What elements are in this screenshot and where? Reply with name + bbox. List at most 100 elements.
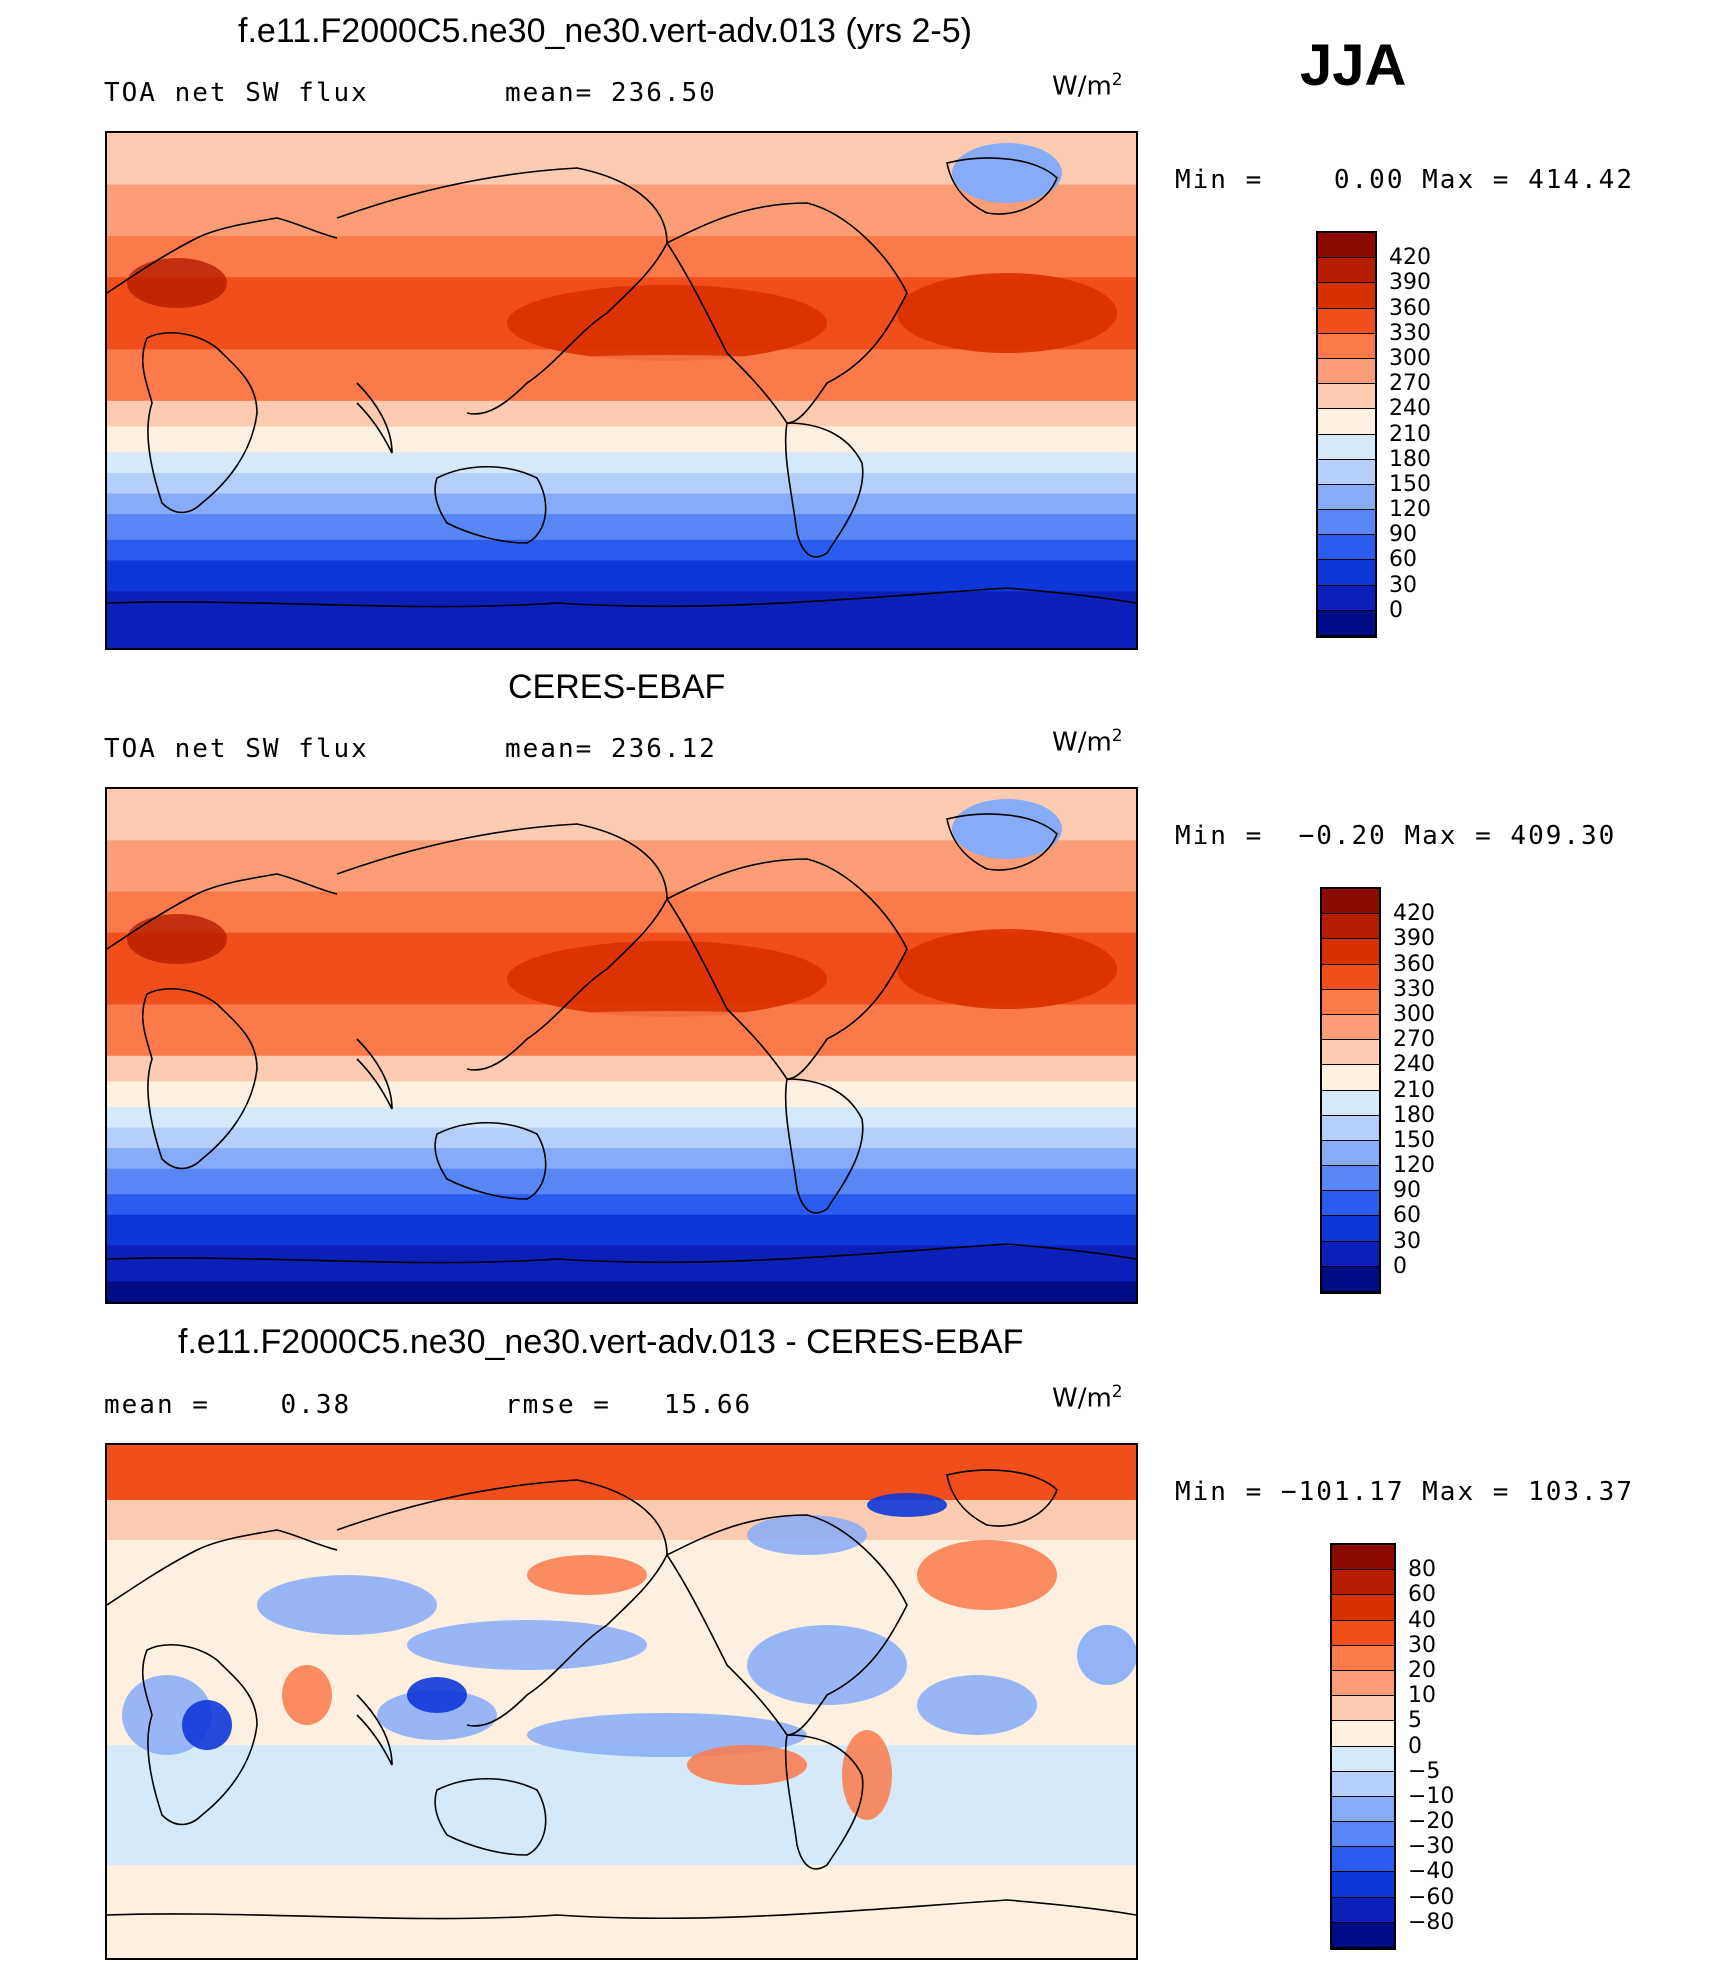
- coastline: [107, 1243, 1136, 1264]
- colorbar-swatch: [1332, 1872, 1394, 1898]
- coastline: [356, 1694, 393, 1766]
- colorbar-tick-label: 60: [1408, 1582, 1436, 1608]
- map-plot: [105, 131, 1138, 650]
- mean-label: mean= 236.50: [505, 78, 717, 108]
- colorbar-swatch: [1332, 1847, 1394, 1873]
- field-band: [107, 1194, 1136, 1216]
- coastline: [784, 1078, 864, 1214]
- colorbar-tick-label: 420: [1393, 901, 1435, 927]
- coastline: [434, 1778, 547, 1856]
- colorbar-swatch: [1332, 1670, 1394, 1697]
- colorbar-swatch: [1332, 1822, 1394, 1848]
- field-blob: [467, 355, 867, 391]
- field-blob: [747, 1625, 907, 1705]
- field-band: [107, 452, 1136, 474]
- colorbar-swatch: [1322, 964, 1379, 990]
- coastline: [434, 466, 547, 544]
- colorbar-swatch: [1332, 1595, 1394, 1621]
- field-band: [107, 472, 1136, 495]
- coastline: [946, 1469, 1058, 1527]
- coastline: [107, 1899, 1136, 1920]
- colorbar-swatch: [1322, 1115, 1379, 1141]
- colorbar-tick-label: 390: [1393, 926, 1435, 952]
- coastline: [141, 1644, 258, 1826]
- colorbar-swatch: [1332, 1570, 1394, 1596]
- field-band: [107, 236, 1136, 279]
- colorbar-swatch: [1322, 1140, 1379, 1167]
- colorbar-swatch: [1318, 333, 1375, 359]
- field-band: [107, 1168, 1136, 1196]
- map-svg: [107, 789, 1136, 1302]
- coastline: [946, 813, 1058, 871]
- field-blob: [1077, 1625, 1136, 1685]
- colorbar-swatch: [1322, 889, 1379, 915]
- colorbar-tick-label: 330: [1389, 320, 1431, 346]
- colorbar-tick-label: 420: [1389, 245, 1431, 271]
- field-band: [107, 1214, 1136, 1247]
- panel-title: f.e11.F2000C5.ne30_ne30.vert-adv.013 - C…: [178, 1323, 1024, 1361]
- min-max-label: Min = −0.20 Max = 409.30: [1175, 821, 1617, 851]
- field-band: [107, 1107, 1136, 1129]
- colorbar-tick-label: 0: [1393, 1253, 1407, 1279]
- colorbar-tick-label: 300: [1389, 345, 1431, 371]
- rmse-label: rmse = 15.66: [505, 1390, 753, 1420]
- mean-label: mean = 0.38: [104, 1390, 352, 1420]
- field-blob: [952, 799, 1062, 859]
- field-band: [107, 840, 1136, 893]
- colorbar-tick-label: 180: [1393, 1102, 1435, 1128]
- colorbar-tick-label: 360: [1393, 951, 1435, 977]
- colorbar-tick-label: 330: [1393, 976, 1435, 1002]
- field-band: [107, 426, 1136, 454]
- colorbar-swatch: [1318, 535, 1375, 561]
- colorbar-tick-label: −10: [1408, 1783, 1455, 1809]
- colorbar-tick-label: 60: [1389, 547, 1417, 573]
- colorbar-swatch: [1322, 1040, 1379, 1066]
- colorbar-tick-label: 300: [1393, 1001, 1435, 1027]
- coastline: [107, 587, 1136, 608]
- field-band: [107, 514, 1136, 541]
- coastline: [434, 1122, 547, 1200]
- field-blob: [507, 941, 827, 1017]
- field-band: [107, 400, 1136, 428]
- units-label: W/m2: [1052, 1382, 1123, 1414]
- units-text: W/m: [1052, 727, 1112, 758]
- field-blob: [257, 1575, 437, 1635]
- colorbar-swatch: [1318, 510, 1375, 536]
- field-band: [107, 1127, 1136, 1150]
- units-sup: 2: [1111, 70, 1123, 90]
- field-blob: [747, 1515, 867, 1555]
- colorbar-swatch: [1332, 1922, 1394, 1948]
- colorbar-swatch: [1318, 434, 1375, 460]
- panel-title: CERES-EBAF: [508, 668, 726, 706]
- colorbar-swatch: [1318, 484, 1375, 511]
- field-blob: [952, 143, 1062, 203]
- colorbar-tick-label: 30: [1408, 1632, 1436, 1658]
- coastline: [107, 217, 338, 294]
- colorbar-tick-label: −60: [1408, 1884, 1455, 1910]
- coastline: [946, 157, 1058, 215]
- field-blob: [282, 1665, 332, 1725]
- colorbar-tick-label: 0: [1389, 597, 1403, 623]
- colorbar: 80 60 40 30 20 10 5 0 −5 −10 −20 −30 −40 −60 −80: [1330, 1543, 1454, 1950]
- colorbar-tick-label: −30: [1408, 1834, 1455, 1860]
- colorbar: 420 390 360 330 300 270 240 210 180 150 120 90 60 30 0: [1320, 887, 1435, 1294]
- colorbar-tick-label: 90: [1393, 1178, 1421, 1204]
- colorbar-swatch: [1332, 1696, 1394, 1722]
- map-plot: [105, 1443, 1138, 1960]
- field-band: [107, 1745, 1136, 1865]
- coastline: [141, 988, 258, 1170]
- map-svg: [107, 133, 1136, 648]
- season-label: JJA: [1300, 33, 1407, 98]
- colorbar-swatch: [1322, 1166, 1379, 1192]
- field-band: [107, 560, 1136, 593]
- field-band: [107, 1500, 1136, 1540]
- coastline: [356, 1038, 393, 1110]
- field-blob: [897, 273, 1117, 353]
- units-text: W/m: [1052, 1383, 1112, 1414]
- colorbar-swatch: [1322, 1065, 1379, 1091]
- colorbar-tick-label: 390: [1389, 270, 1431, 296]
- field-band: [107, 1081, 1136, 1109]
- colorbar-tick-label: 240: [1389, 396, 1431, 422]
- field-band: [107, 1055, 1136, 1083]
- field-band: [107, 1245, 1136, 1283]
